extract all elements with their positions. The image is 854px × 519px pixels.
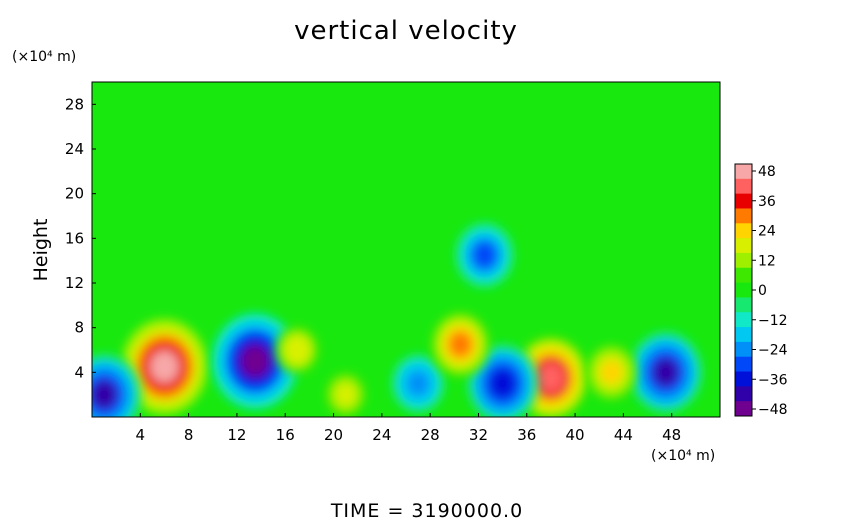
- velocity-cell: [454, 222, 515, 289]
- velocity-contour: [287, 338, 308, 362]
- chart-title: vertical velocity: [294, 16, 518, 46]
- colorbar-tick-label: −24: [758, 343, 788, 359]
- x-tick-label: 8: [184, 426, 194, 444]
- colorbar-swatch: [735, 312, 752, 328]
- velocity-cell: [275, 325, 320, 375]
- y-ticks: 4 8 12 16 20 24 28: [65, 95, 96, 381]
- velocity-contour: [652, 357, 679, 388]
- colorbar-tick-label: −48: [758, 402, 788, 418]
- velocity-contour: [335, 383, 356, 406]
- plot-frame: [91, 81, 721, 418]
- y-tick-label: 28: [65, 95, 84, 113]
- colorbar-swatch: [735, 371, 752, 387]
- y-tick-label: 16: [65, 229, 84, 247]
- colorbar-swatch: [735, 223, 752, 239]
- velocity-contour: [472, 242, 497, 269]
- x-ticks: 4 8 12 16 20 24 28 32 36 40 44 48: [136, 413, 681, 444]
- velocity-contour: [92, 380, 118, 410]
- velocity-contour: [448, 331, 473, 358]
- plot-area: [92, 82, 720, 417]
- velocity-cell: [466, 343, 539, 417]
- x-tick-label: 4: [136, 426, 146, 444]
- colorbar-swatch: [735, 252, 752, 269]
- velocity-contour: [600, 360, 623, 385]
- colorbar-tick-label: 36: [758, 194, 776, 210]
- colorbar-swatch: [735, 193, 752, 209]
- colorbar-tick-label: 48: [758, 164, 776, 180]
- velocity-contour: [150, 350, 179, 383]
- colorbar-swatch: [735, 208, 752, 224]
- velocity-contour: [240, 345, 270, 378]
- y-axis-label: Height: [30, 219, 52, 282]
- velocity-contour: [537, 362, 565, 393]
- y-tick-label: 8: [74, 319, 84, 337]
- x-tick-label: 16: [276, 426, 295, 444]
- y-tick-label: 24: [65, 140, 84, 158]
- velocity-cell: [121, 318, 208, 415]
- y-tick-label: 20: [65, 185, 84, 203]
- colorbar-swatch: [735, 341, 752, 358]
- velocity-contour: [406, 371, 430, 396]
- velocity-cell: [628, 331, 703, 414]
- colorbar-swatch: [735, 297, 752, 313]
- x-tick-label: 32: [469, 426, 488, 444]
- x-tick-label: 20: [324, 426, 343, 444]
- velocity-field: [92, 222, 703, 417]
- velocity-cell: [391, 353, 445, 414]
- colorbar-swatch: [735, 282, 752, 298]
- velocity-cell: [211, 313, 299, 410]
- x-tick-label: 24: [372, 426, 391, 444]
- velocity-cell: [430, 311, 491, 378]
- x-tick-label: 40: [566, 426, 585, 444]
- x-tick-label: 36: [517, 426, 536, 444]
- colorbar-tick-label: 0: [758, 283, 767, 299]
- velocity-contour: [489, 369, 516, 398]
- x-tick-label: 44: [614, 426, 633, 444]
- colorbar-swatch: [735, 267, 752, 284]
- velocity-cell: [324, 371, 367, 417]
- colorbar-swatch: [735, 178, 752, 195]
- colorbar-swatch: [735, 327, 752, 343]
- velocity-cell: [586, 344, 637, 401]
- y-tick-label: 4: [74, 363, 84, 381]
- velocity-cell: [512, 334, 590, 417]
- colorbar: 48 36 24 12 0 −12 −24 −36 −48: [734, 163, 788, 418]
- x-tick-label: 48: [662, 426, 681, 444]
- colorbar-tick-label: 24: [758, 224, 776, 240]
- y-axis-unit: (×10⁴ m): [12, 49, 76, 65]
- colorbar-swatch: [735, 164, 752, 180]
- x-axis-unit: (×10⁴ m): [651, 448, 715, 464]
- x-tick-label: 12: [227, 426, 246, 444]
- colorbar-swatch: [735, 401, 752, 417]
- time-label: TIME = 3190000.0: [330, 500, 523, 519]
- colorbar-swatch: [735, 386, 752, 402]
- colorbar-tick-label: −12: [758, 313, 788, 329]
- y-tick-label: 12: [65, 274, 84, 292]
- colorbar-swatch: [735, 356, 752, 373]
- velocity-cell: [92, 353, 142, 417]
- colorbar-tick-label: 12: [758, 253, 776, 269]
- colorbar-tick-label: −36: [758, 372, 788, 388]
- x-tick-label: 28: [421, 426, 440, 444]
- colorbar-swatch: [735, 238, 752, 254]
